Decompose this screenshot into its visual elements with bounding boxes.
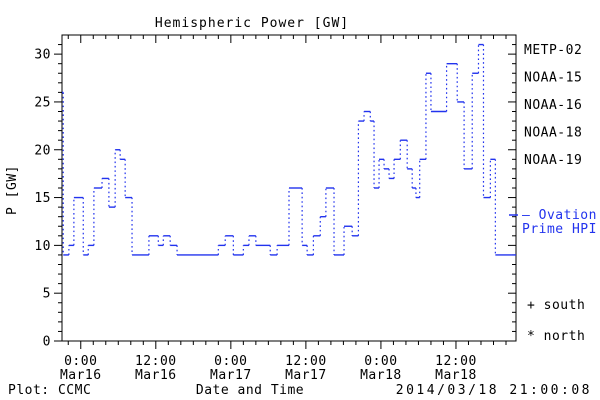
legend-marker-north: * north [527, 329, 585, 344]
legend-item-noaa-15: NOAA-15 [524, 71, 582, 86]
x-tick-label-time: 12:00 [135, 354, 177, 369]
legend-marker-south: + south [527, 298, 585, 313]
x-tick-label-time: 12:00 [435, 354, 477, 369]
satellite-legend: METP-02 NOAA-15 NOAA-16 NOAA-18 NOAA-19 [524, 43, 582, 168]
legend-item-metp-02: METP-02 [524, 43, 582, 58]
hemisphere-marker-key: + south * north [527, 298, 585, 344]
plot-source-label: Plot: CCMC [8, 383, 91, 398]
y-tick-label: 10 [34, 239, 51, 254]
legend-item-noaa-16: NOAA-16 [524, 98, 582, 113]
y-tick-label: 25 [34, 95, 51, 110]
legend-ovation-line1: — Ovation [522, 208, 597, 223]
legend-item-noaa-18: NOAA-18 [524, 126, 582, 141]
timestamp-label: 2014/03/18 21:00:08 [396, 383, 592, 398]
y-tick-label: 20 [34, 143, 51, 158]
x-tick-label-date: Mar18 [435, 368, 477, 383]
chart-title: Hemispheric Power [GW] [155, 16, 349, 31]
tick-labels: 0510152025300:00Mar1612:00Mar160:00Mar17… [34, 48, 476, 383]
x-tick-label-date: Mar18 [360, 368, 402, 383]
generated-plot-elements: 0510152025300:00Mar1612:00Mar160:00Mar17… [34, 34, 585, 383]
x-tick-label-time: 0:00 [64, 354, 97, 369]
axes [54, 34, 517, 349]
x-tick-label-date: Mar17 [285, 368, 327, 383]
y-tick-label: 0 [43, 335, 51, 350]
y-tick-label: 15 [34, 191, 51, 206]
x-tick-label-time: 12:00 [285, 354, 327, 369]
y-tick-label: 30 [34, 48, 51, 63]
x-tick-label-time: 0:00 [364, 354, 397, 369]
x-tick-label-date: Mar16 [135, 368, 177, 383]
x-tick-label-date: Mar17 [210, 368, 252, 383]
legend-item-noaa-19: NOAA-19 [524, 153, 582, 168]
x-axis-label: Date and Time [196, 383, 304, 398]
legend-ovation-line2: Prime HPI [522, 222, 597, 237]
x-tick-label-date: Mar16 [60, 368, 102, 383]
y-axis-label: P [GW] [5, 165, 20, 215]
y-tick-label: 5 [43, 287, 51, 302]
x-tick-label-time: 0:00 [214, 354, 247, 369]
series-ovation-prime-hpi [62, 43, 516, 256]
